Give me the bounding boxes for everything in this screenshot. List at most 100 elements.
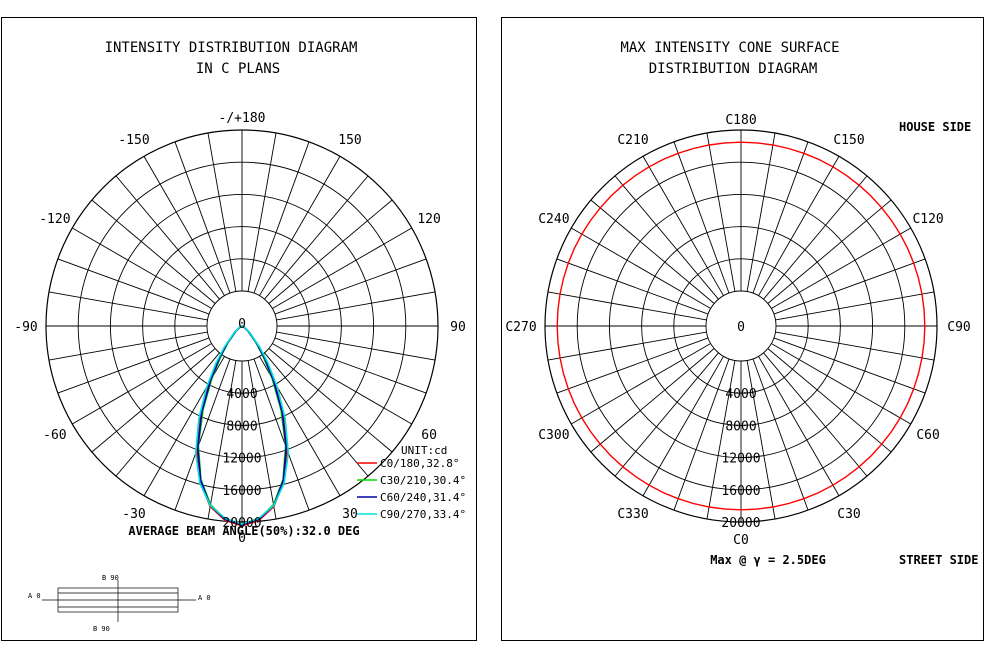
- unit-label: UNIT:cd: [401, 444, 447, 457]
- left-grid-spoke-240: [72, 343, 212, 425]
- left-grid-spoke-200: [174, 358, 231, 511]
- right-radial-labels: 0 4000 8000 12000 16000 20000: [721, 320, 760, 531]
- left-grid-spoke-190: [207, 360, 237, 520]
- left-gamma-label-5: 90: [450, 320, 466, 335]
- right-c-label-5: C90: [947, 320, 970, 335]
- left-grid-spoke-330: [143, 156, 225, 296]
- left-curve-3: [194, 325, 290, 525]
- left-grid-spoke-10: [247, 132, 277, 292]
- left-grid-spoke-350: [207, 132, 237, 292]
- left-grid-spoke-80: [276, 291, 436, 321]
- left-gamma-label-6: -90: [14, 320, 37, 335]
- left-grid-spoke-320: [115, 175, 220, 300]
- right-panel-frame: [501, 17, 984, 641]
- legend-label-0: C0/180,32.8°: [380, 457, 459, 470]
- left-radial-label-0: 0: [238, 317, 246, 332]
- right-grid-spoke-10: [746, 132, 776, 292]
- left-grid-spoke-170: [247, 360, 277, 520]
- left-grid-spoke-40: [264, 175, 369, 300]
- left-radial-labels: 0 4000 8000 12000 16000 20000: [222, 317, 261, 531]
- left-grid-spoke-70: [274, 258, 427, 315]
- left-grid-spoke-290: [57, 258, 210, 315]
- legend-label-1: C30/210,30.4°: [380, 474, 466, 487]
- right-c-label-11: C0: [733, 533, 749, 548]
- right-c-label-1: C150: [833, 133, 864, 148]
- legend-label-3: C90/270,33.4°: [380, 508, 466, 521]
- right-cone-curve: [556, 141, 926, 511]
- right-grid-spoke-130: [767, 348, 892, 453]
- right-grid-spoke-310: [590, 199, 715, 304]
- right-grid-spoke-350: [706, 132, 736, 292]
- legend: C0/180,32.8° C30/210,30.4° C60/240,31.4° C9…: [357, 457, 466, 521]
- right-grid-spoke-150: [758, 356, 840, 496]
- right-grid-spoke-340: [673, 141, 730, 294]
- right-grid-spoke-70: [773, 258, 926, 315]
- left-panel-frame: [1, 17, 477, 641]
- left-gamma-label-7: 60: [421, 428, 437, 443]
- inset-bottom-label: B 90: [93, 625, 110, 633]
- right-grid-spoke-40: [763, 175, 868, 300]
- legend-label-2: C60/240,31.4°: [380, 491, 466, 504]
- right-title-line1: MAX INTENSITY CONE SURFACE: [620, 40, 839, 56]
- right-c-label-0: C180: [725, 113, 756, 128]
- left-gamma-label-2: -150: [118, 133, 149, 148]
- left-grid-spoke-280: [48, 291, 208, 321]
- right-grid-spoke-50: [767, 199, 892, 304]
- right-grid-spoke-250: [556, 337, 709, 394]
- right-grid-spoke-220: [614, 352, 719, 477]
- right-cone-path: [556, 141, 926, 511]
- right-grid-spoke-160: [752, 358, 809, 511]
- left-gamma-label-8: -60: [43, 428, 66, 443]
- right-c-label-4: C240: [538, 212, 569, 227]
- left-grid-spoke-260: [48, 331, 208, 361]
- left-grid-spoke-140: [264, 352, 369, 477]
- right-grid-spoke-290: [556, 258, 709, 315]
- left-gamma-label-0: -/+180: [219, 111, 266, 126]
- left-gamma-label-10: -30: [122, 507, 145, 522]
- inset-right-label: A 0: [198, 594, 211, 602]
- street-side-label: STREET SIDE: [899, 553, 978, 567]
- left-grid-spoke-230: [91, 348, 216, 453]
- left-gamma-label-9: 30: [342, 507, 358, 522]
- left-polar-grid: [45, 129, 439, 523]
- right-radial-label-5: 20000: [721, 516, 760, 531]
- left-intensity-curves: [194, 325, 290, 527]
- right-radial-label-2: 8000: [725, 419, 756, 434]
- right-grid-spoke-230: [590, 348, 715, 453]
- left-radial-label-3: 12000: [222, 452, 261, 467]
- left-grid-spoke-20: [253, 141, 310, 294]
- right-c-label-8: C300: [538, 428, 569, 443]
- left-grid-spoke-340: [174, 141, 231, 294]
- left-gamma-labels: -/+180 150 -150 120 -120 90 -90 60 -60 30 -30 0: [14, 111, 466, 546]
- left-title-line1: INTENSITY DISTRIBUTION DIAGRAM: [105, 40, 358, 56]
- right-radial-label-4: 16000: [721, 484, 760, 499]
- right-grid-spoke-120: [771, 343, 911, 425]
- right-grid-spoke-200: [673, 358, 730, 511]
- right-c-label-7: C60: [916, 428, 939, 443]
- left-grid-spoke-110: [274, 337, 427, 394]
- left-title-line2: IN C PLANS: [196, 61, 280, 77]
- right-grid-spoke-190: [706, 360, 736, 520]
- inset-left-label: A 0: [28, 592, 41, 600]
- right-grid-spoke-320: [614, 175, 719, 300]
- right-grid-spoke-60: [771, 227, 911, 309]
- beam-angle-label: AVERAGE BEAM ANGLE(50%):32.0 DEG: [128, 524, 359, 538]
- right-polar-grid: [544, 129, 938, 523]
- right-grid-spoke-210: [642, 356, 724, 496]
- left-grid-spoke-60: [272, 227, 412, 309]
- right-c-label-10: C330: [617, 507, 648, 522]
- house-side-label: HOUSE SIDE: [899, 120, 971, 134]
- right-title-line2: DISTRIBUTION DIAGRAM: [649, 61, 818, 77]
- left-radial-label-5: 20000: [222, 516, 261, 531]
- right-c-labels: C180 C150 C210 C120 C240 C90 C270 C60 C300 C30 C33…: [505, 113, 970, 548]
- right-grid-spoke-20: [752, 141, 809, 294]
- left-grid-spoke-250: [57, 337, 210, 394]
- left-grid-spoke-160: [253, 358, 310, 511]
- left-grid-spoke-300: [72, 227, 212, 309]
- left-gamma-label-4: -120: [39, 212, 70, 227]
- left-grid-spoke-100: [276, 331, 436, 361]
- right-grid-spoke-100: [775, 331, 935, 361]
- right-grid-spoke-170: [746, 360, 776, 520]
- right-grid-spoke-330: [642, 156, 724, 296]
